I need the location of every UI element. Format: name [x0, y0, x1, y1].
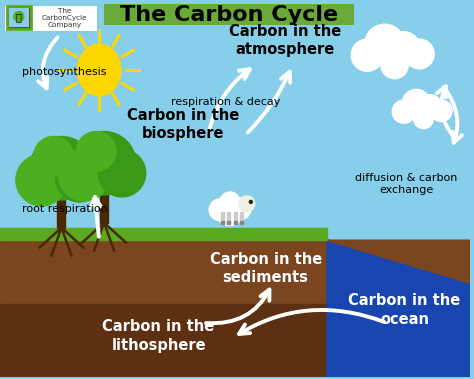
Circle shape — [417, 95, 442, 120]
Circle shape — [404, 39, 434, 69]
Circle shape — [34, 136, 73, 176]
Polygon shape — [0, 228, 327, 240]
Bar — [100, 178, 108, 223]
Text: Carbon in the
biosphere: Carbon in the biosphere — [127, 108, 239, 141]
Circle shape — [216, 198, 244, 226]
Text: Carbon in the
lithosphere: Carbon in the lithosphere — [102, 319, 215, 352]
Circle shape — [239, 196, 255, 212]
Text: photosynthesis: photosynthesis — [22, 67, 106, 77]
Bar — [227, 221, 230, 224]
Circle shape — [16, 154, 67, 206]
Polygon shape — [0, 240, 470, 304]
Circle shape — [414, 109, 433, 128]
Circle shape — [76, 132, 116, 171]
Text: root respiration: root respiration — [22, 204, 108, 214]
Circle shape — [58, 149, 110, 201]
Bar — [240, 212, 243, 224]
Circle shape — [229, 198, 251, 220]
Circle shape — [351, 39, 383, 71]
Polygon shape — [327, 240, 470, 283]
Bar — [221, 221, 224, 224]
FancyBboxPatch shape — [4, 5, 98, 32]
Polygon shape — [327, 240, 470, 377]
Text: The
CarbonCycle
Company: The CarbonCycle Company — [42, 8, 87, 28]
Circle shape — [55, 154, 103, 202]
Circle shape — [14, 12, 24, 22]
Text: respiration & decay: respiration & decay — [171, 97, 281, 107]
Text: Carbon in the
ocean: Carbon in the ocean — [348, 293, 461, 327]
Bar — [240, 221, 243, 224]
Circle shape — [73, 132, 136, 195]
Circle shape — [209, 199, 231, 221]
Polygon shape — [0, 304, 470, 377]
Ellipse shape — [77, 44, 121, 96]
Bar — [9, 8, 29, 27]
Bar — [7, 6, 31, 30]
Circle shape — [381, 52, 408, 79]
Bar — [221, 212, 224, 224]
Circle shape — [30, 136, 93, 200]
Text: diffusion & carbon
exchange: diffusion & carbon exchange — [355, 173, 457, 195]
Polygon shape — [327, 240, 470, 377]
Circle shape — [220, 192, 240, 212]
Circle shape — [98, 149, 146, 197]
Text: Carbon in the
atmosphere: Carbon in the atmosphere — [229, 23, 342, 57]
Circle shape — [402, 89, 430, 118]
Text: 🌿: 🌿 — [16, 13, 22, 22]
Bar — [227, 212, 230, 224]
Bar — [234, 221, 237, 224]
Circle shape — [392, 100, 415, 123]
Bar — [57, 183, 65, 228]
Text: Carbon in the
sediments: Carbon in the sediments — [210, 252, 322, 285]
Circle shape — [365, 24, 404, 64]
Circle shape — [386, 31, 420, 66]
Circle shape — [249, 200, 252, 204]
Bar — [234, 212, 237, 224]
Circle shape — [430, 100, 452, 122]
Bar — [104, 4, 354, 25]
Text: The Carbon Cycle: The Carbon Cycle — [120, 5, 338, 25]
